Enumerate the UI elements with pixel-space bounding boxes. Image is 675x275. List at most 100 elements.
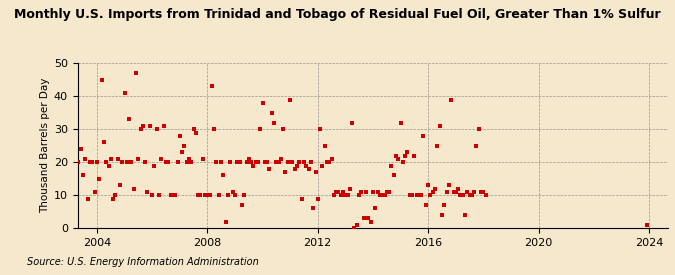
Point bbox=[78, 173, 88, 178]
Point bbox=[360, 190, 371, 194]
Point bbox=[326, 157, 337, 161]
Point bbox=[213, 193, 224, 197]
Point bbox=[418, 134, 429, 138]
Point bbox=[156, 157, 167, 161]
Point bbox=[103, 163, 114, 168]
Point bbox=[211, 160, 222, 164]
Point bbox=[345, 186, 356, 191]
Point bbox=[379, 193, 390, 197]
Point bbox=[452, 186, 463, 191]
Point bbox=[441, 190, 452, 194]
Point bbox=[335, 193, 346, 197]
Point bbox=[434, 124, 445, 128]
Point bbox=[425, 193, 436, 197]
Point bbox=[200, 193, 211, 197]
Point bbox=[188, 127, 199, 131]
Point bbox=[460, 213, 470, 217]
Point bbox=[365, 219, 376, 224]
Point bbox=[480, 193, 491, 197]
Point bbox=[87, 160, 98, 164]
Point bbox=[269, 120, 279, 125]
Point bbox=[402, 150, 413, 155]
Point bbox=[146, 193, 157, 197]
Point bbox=[138, 124, 148, 128]
Point bbox=[234, 160, 245, 164]
Point bbox=[285, 97, 296, 102]
Point bbox=[301, 163, 312, 168]
Point bbox=[244, 157, 254, 161]
Point bbox=[315, 127, 325, 131]
Point bbox=[278, 127, 289, 131]
Point bbox=[193, 193, 204, 197]
Text: Source: U.S. Energy Information Administration: Source: U.S. Energy Information Administ… bbox=[27, 257, 259, 267]
Point bbox=[167, 193, 178, 197]
Point bbox=[227, 190, 238, 194]
Point bbox=[250, 160, 261, 164]
Point bbox=[358, 216, 369, 221]
Point bbox=[119, 91, 130, 95]
Point bbox=[321, 160, 332, 164]
Point bbox=[182, 160, 192, 164]
Point bbox=[151, 127, 162, 131]
Point bbox=[354, 193, 364, 197]
Point bbox=[429, 186, 440, 191]
Point bbox=[144, 124, 155, 128]
Point bbox=[439, 203, 450, 207]
Point bbox=[411, 193, 422, 197]
Point bbox=[275, 157, 286, 161]
Point bbox=[292, 163, 302, 168]
Point bbox=[462, 190, 472, 194]
Point bbox=[84, 160, 95, 164]
Point bbox=[478, 190, 489, 194]
Point bbox=[317, 163, 328, 168]
Point bbox=[266, 111, 277, 115]
Point bbox=[209, 127, 219, 131]
Point bbox=[239, 193, 250, 197]
Point bbox=[71, 206, 82, 211]
Point bbox=[443, 183, 454, 188]
Point bbox=[128, 186, 139, 191]
Point bbox=[177, 150, 188, 155]
Point bbox=[154, 193, 165, 197]
Point bbox=[347, 120, 358, 125]
Point bbox=[110, 193, 121, 197]
Point bbox=[427, 190, 438, 194]
Point bbox=[423, 183, 433, 188]
Point bbox=[352, 223, 362, 227]
Point bbox=[190, 130, 201, 135]
Point bbox=[161, 160, 171, 164]
Point bbox=[446, 97, 456, 102]
Point bbox=[197, 157, 208, 161]
Point bbox=[94, 177, 105, 181]
Point bbox=[218, 173, 229, 178]
Point bbox=[252, 160, 263, 164]
Point bbox=[331, 190, 342, 194]
Point bbox=[421, 203, 431, 207]
Point bbox=[356, 190, 367, 194]
Point bbox=[225, 160, 236, 164]
Point bbox=[414, 193, 425, 197]
Point bbox=[122, 160, 132, 164]
Point bbox=[471, 144, 482, 148]
Point bbox=[308, 206, 319, 211]
Point bbox=[338, 190, 348, 194]
Point bbox=[298, 160, 309, 164]
Point bbox=[383, 190, 394, 194]
Point bbox=[179, 144, 190, 148]
Point bbox=[99, 140, 109, 145]
Point bbox=[367, 190, 378, 194]
Point bbox=[131, 71, 142, 75]
Point bbox=[416, 193, 427, 197]
Point bbox=[159, 124, 169, 128]
Point bbox=[163, 160, 173, 164]
Point bbox=[290, 167, 300, 171]
Point bbox=[133, 157, 144, 161]
Point bbox=[280, 170, 291, 174]
Point bbox=[273, 160, 284, 164]
Point bbox=[306, 160, 317, 164]
Point bbox=[370, 206, 381, 211]
Point bbox=[409, 153, 420, 158]
Point bbox=[232, 160, 242, 164]
Point bbox=[313, 196, 323, 201]
Point bbox=[264, 167, 275, 171]
